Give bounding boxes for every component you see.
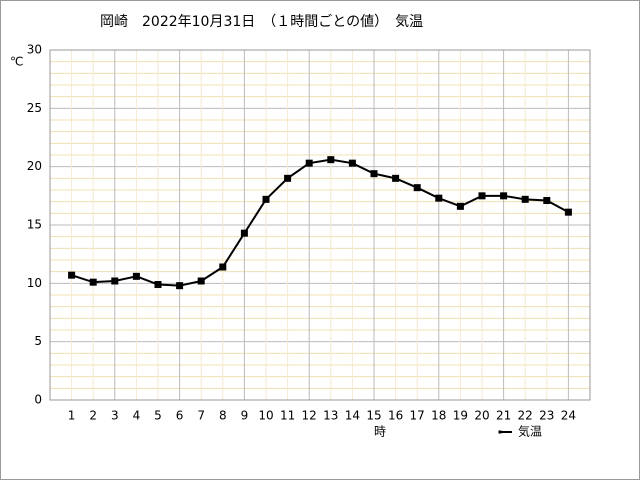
x-tick-label: 12 [302,409,317,423]
y-tick-label: 25 [27,101,42,115]
x-tick-label: 20 [474,409,489,423]
data-point [413,184,421,192]
series-line [71,158,569,287]
y-tick-label: 10 [27,276,42,290]
x-tick-label: 6 [176,409,184,423]
data-point [240,229,248,237]
data-point [521,195,529,203]
data-point [284,174,292,182]
data-point [111,277,119,285]
x-tick-label: 14 [345,409,360,423]
x-tick-label: 4 [133,409,141,423]
x-tick-label: 18 [431,409,446,423]
x-tick-label: 7 [197,409,205,423]
x-tick-label: 8 [219,409,227,423]
data-point [456,202,464,210]
data-point [392,174,400,182]
y-tick-label: 0 [34,393,42,407]
y-tick-label: 5 [34,334,42,348]
x-tick-label: 5 [154,409,162,423]
data-point [348,159,356,167]
x-tick-label: 22 [518,409,533,423]
data-point [327,156,335,164]
data-point [500,192,508,200]
x-tick-label: 15 [366,409,381,423]
data-point [543,197,551,204]
x-tick-label: 1 [68,409,76,423]
data-point [564,208,572,216]
x-tick-label: 17 [410,409,425,423]
y-tick-label: 20 [27,159,42,173]
data-point [176,282,184,290]
x-tick-label: 23 [539,409,554,423]
data-point [262,195,270,203]
y-tick-label: 15 [27,218,42,232]
x-tick-label: 24 [561,409,576,423]
x-tick-label: 9 [241,409,249,423]
data-point [219,263,227,271]
data-point [435,194,443,202]
x-tick-label: 11 [280,409,295,423]
y-axis-label: ℃ [10,55,23,69]
data-point [89,278,97,286]
x-tick-label: 10 [258,409,273,423]
x-tick-label: 16 [388,409,403,423]
plot-border [49,49,591,401]
x-tick-label: 21 [496,409,511,423]
y-tick-label: 30 [27,43,42,57]
data-point [68,271,76,279]
legend-marker [498,430,502,434]
data-point [154,281,162,288]
x-tick-label: 19 [453,409,468,423]
data-point [478,192,486,200]
data-point [197,277,205,285]
legend-label: 気温 [518,424,542,439]
x-tick-label: 13 [323,409,338,423]
chart-title: 岡崎 2022年10月31日 （１時間ごとの値） 気温 [100,14,423,30]
x-tick-label: 3 [111,409,119,423]
data-point [370,170,378,178]
x-tick-label: 2 [89,409,97,423]
data-point [305,159,313,167]
x-axis-label: 時 [374,425,386,439]
data-point [132,272,140,280]
